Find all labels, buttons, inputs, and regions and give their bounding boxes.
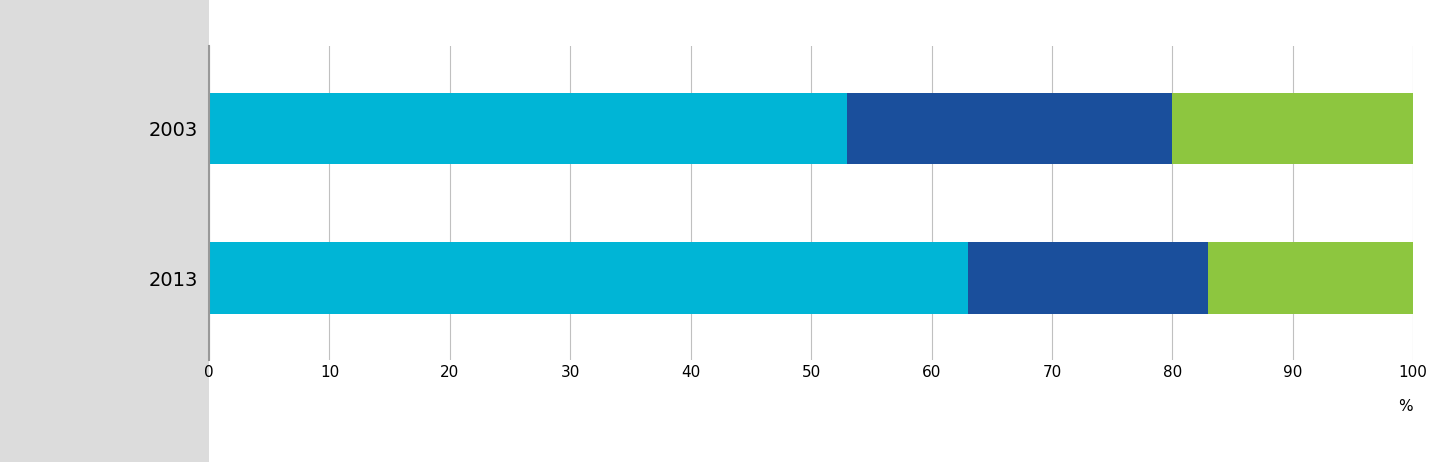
Bar (968, 242, 1208, 314)
Bar (1172, 92, 1413, 164)
Bar (1208, 242, 1413, 314)
Text: %: % (1399, 399, 1413, 414)
Bar (848, 92, 1172, 164)
Bar (209, 92, 848, 164)
Bar (209, 242, 968, 314)
